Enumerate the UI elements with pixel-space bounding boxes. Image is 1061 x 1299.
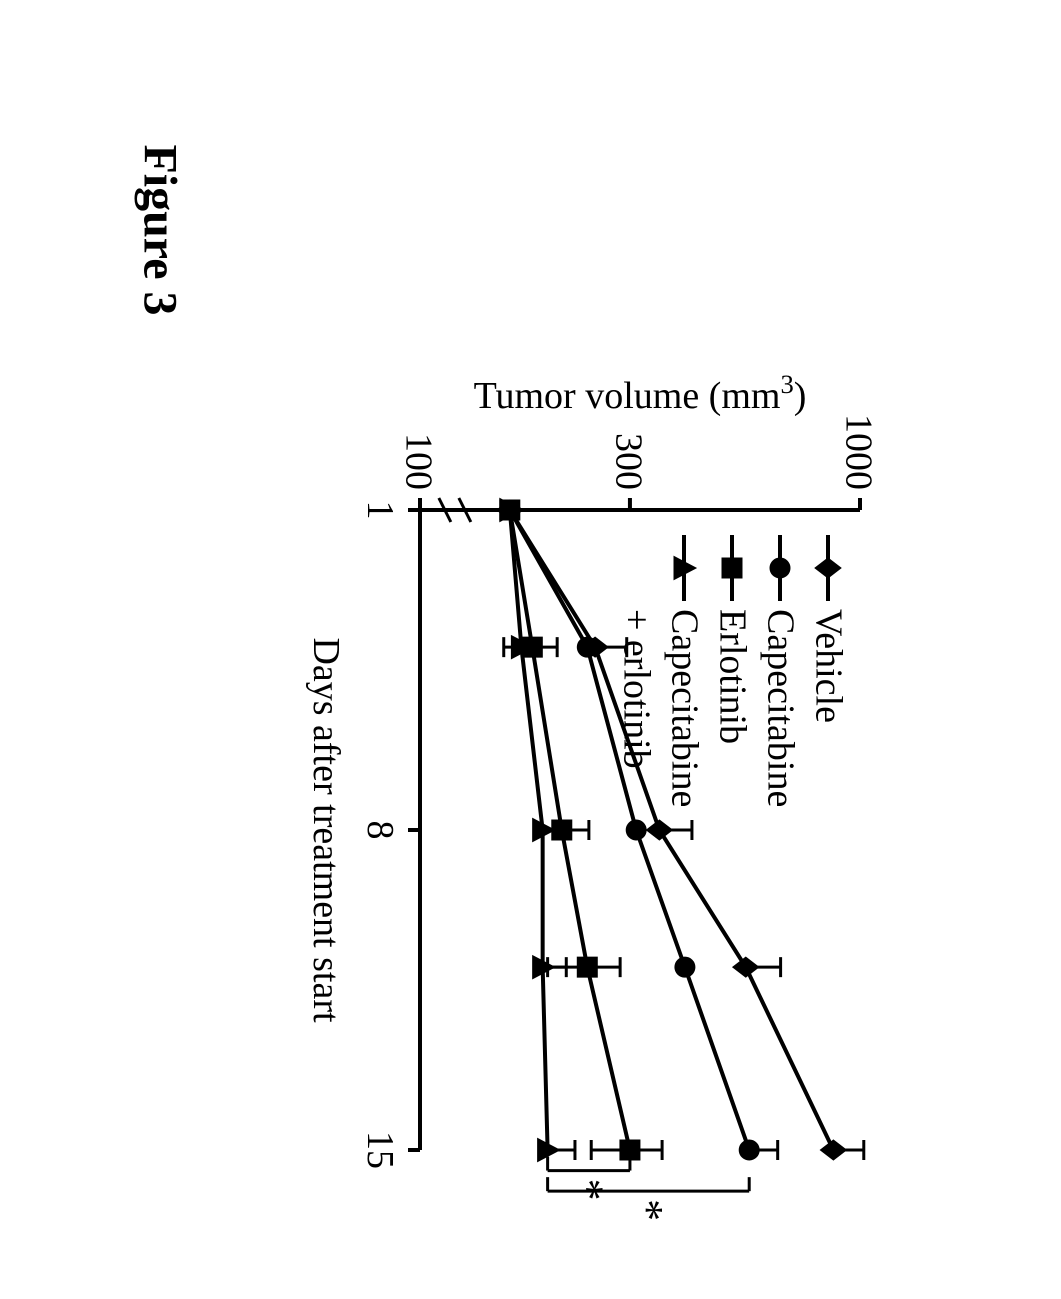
series-group bbox=[497, 499, 864, 1162]
marker-vehicle bbox=[820, 1140, 846, 1160]
x-tick-label: 1 bbox=[359, 501, 401, 520]
chart-container: 1 8 15 100 300 1000 Days after treatment start… bbox=[210, 340, 930, 1220]
x-tick-label: 8 bbox=[359, 821, 401, 840]
y-tick-label: 100 bbox=[398, 433, 440, 490]
legend-marker-erlotinib bbox=[722, 558, 742, 578]
marker-capecitabine bbox=[739, 1140, 759, 1160]
significance-bracket: * bbox=[548, 1157, 630, 1201]
marker-capecitabine bbox=[577, 637, 597, 657]
marker-vehicle bbox=[646, 820, 672, 840]
legend: VehicleCapecitabineErlotinibCapecitabine… bbox=[616, 535, 850, 807]
figure-title: Figure 3 bbox=[133, 144, 188, 315]
figure-canvas: Figure 3 1 8 15 100 300 1000 Days after treatm… bbox=[0, 0, 1061, 1299]
marker-capecitabine bbox=[675, 957, 695, 977]
legend-label-vehicle: Vehicle bbox=[808, 609, 850, 723]
tumor-volume-chart: 1 8 15 100 300 1000 Days after treatment start… bbox=[210, 340, 930, 1220]
significance-star: * bbox=[563, 1179, 612, 1201]
marker-capecitabine bbox=[626, 820, 646, 840]
legend-label-erlotinib: Erlotinib bbox=[712, 609, 754, 744]
marker-vehicle bbox=[733, 957, 759, 977]
legend-marker-vehicle bbox=[815, 558, 841, 578]
legend-label-combo: Capecitabine bbox=[664, 609, 706, 807]
x-tick-label: 15 bbox=[359, 1131, 401, 1169]
y-axis-label: Tumor volume (mm3) bbox=[474, 369, 807, 417]
significance-star: * bbox=[623, 1199, 672, 1220]
x-axis-label: Days after treatment start bbox=[305, 637, 347, 1023]
marker-erlotinib bbox=[577, 957, 597, 977]
y-tick-label: 300 bbox=[608, 433, 650, 490]
legend-marker-capecitabine bbox=[770, 558, 790, 578]
y-tick-label: 1000 bbox=[838, 414, 880, 490]
legend-label2-combo: + erlotinib bbox=[616, 609, 658, 769]
legend-label-capecitabine: Capecitabine bbox=[760, 609, 802, 807]
